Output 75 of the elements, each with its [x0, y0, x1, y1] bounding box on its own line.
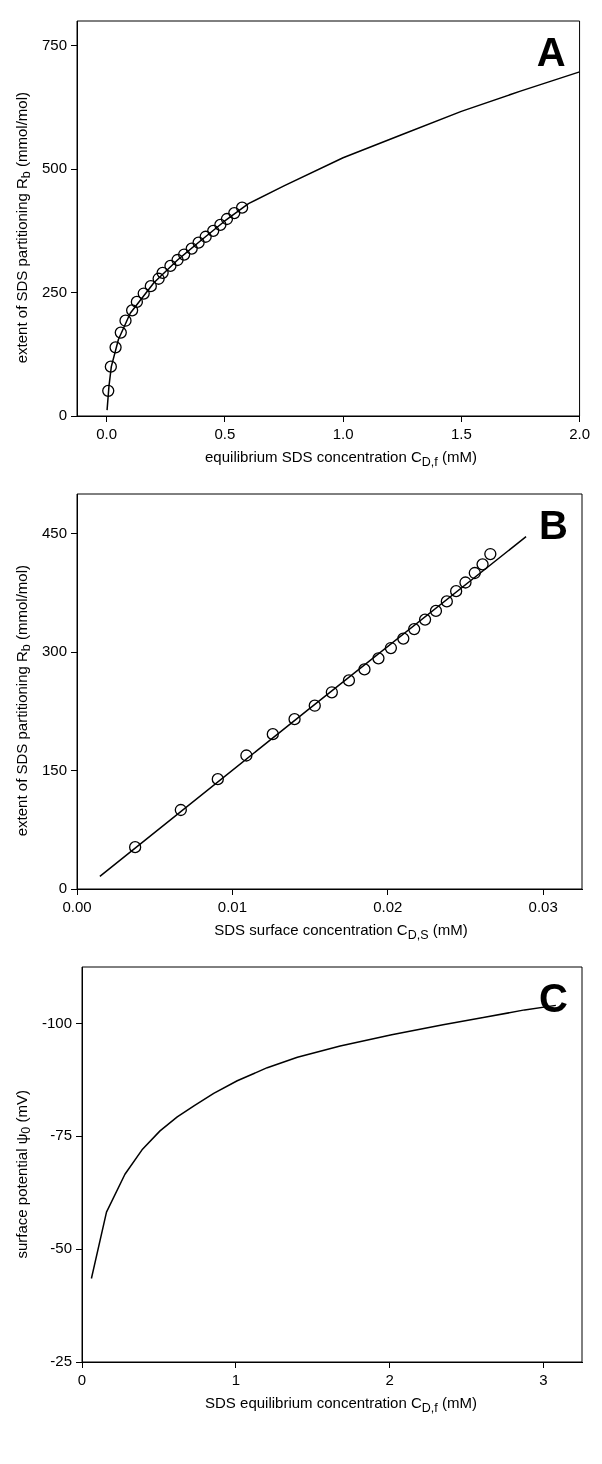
x-tick-label: 0.00 [62, 898, 92, 916]
point [174, 803, 187, 817]
point [114, 326, 127, 339]
point [144, 279, 157, 293]
x-axis-title: SDS equilibrium concentration C$_{D,f}$ (mM) [204, 1394, 478, 1415]
annotation: C [539, 976, 568, 1021]
y-tick-label: 0 [58, 879, 68, 897]
point [228, 206, 241, 220]
x-tick-label: 2 [385, 1371, 394, 1389]
point [119, 314, 132, 327]
point [468, 566, 481, 580]
point [152, 272, 165, 285]
y-tick-label: 500 [42, 159, 68, 177]
point [450, 585, 463, 598]
point [358, 663, 371, 676]
x-tick-label: 0.01 [217, 898, 247, 916]
y-tick-label: 0 [58, 406, 68, 424]
y-tick-label: 450 [42, 523, 68, 541]
y-tick-label: -75 [50, 1126, 73, 1144]
point [220, 212, 234, 226]
x-axis-title: SDS surface concentration C$_{D,S}$ (mM) [213, 921, 469, 942]
point [325, 686, 338, 699]
point [288, 713, 301, 726]
point [372, 652, 385, 665]
point [156, 266, 169, 279]
y-tick-label: -25 [50, 1352, 73, 1370]
point [192, 236, 205, 249]
point [308, 699, 321, 712]
annotation: B [539, 503, 568, 548]
point [397, 632, 410, 645]
y-tick-label: -50 [50, 1239, 73, 1257]
x-tick-label: 0.0 [96, 425, 118, 443]
point [185, 242, 198, 255]
x-tick-label: 1 [231, 1371, 241, 1389]
point [211, 773, 224, 786]
x-tick-label: 1.0 [332, 425, 354, 443]
point [125, 304, 139, 317]
y-tick-label: 250 [42, 282, 68, 300]
point [128, 840, 142, 854]
point [235, 201, 249, 214]
point [164, 259, 177, 273]
annotation: A [536, 30, 566, 75]
point [102, 384, 115, 397]
x-tick-label: 0.5 [214, 425, 236, 443]
point [240, 749, 253, 762]
x-tick-label: 1.5 [450, 425, 472, 443]
point [137, 287, 150, 300]
point [429, 604, 443, 618]
y-tick-label: 750 [42, 35, 68, 53]
x-tick-label: 0 [77, 1371, 87, 1389]
x-tick-label: 2.0 [569, 425, 590, 443]
point [266, 728, 279, 741]
point [199, 230, 212, 243]
point [484, 547, 497, 561]
y-tick-label: 150 [42, 760, 68, 778]
point [342, 674, 356, 687]
point [178, 248, 191, 261]
y-tick-label: 300 [42, 642, 68, 660]
x-axis-title: equilibrium SDS concentration C$_{D,f}$ (mM) [204, 448, 478, 469]
y-tick-label: -100 [41, 1013, 73, 1031]
point [476, 558, 489, 571]
point [104, 360, 117, 373]
point [207, 224, 220, 237]
point [440, 595, 453, 608]
point [214, 218, 227, 232]
point [171, 253, 184, 267]
point [384, 641, 398, 655]
x-tick-label: 3 [539, 1371, 548, 1389]
x-tick-label: 0.03 [528, 898, 558, 916]
point [130, 295, 144, 309]
point [418, 613, 432, 626]
point [459, 576, 472, 589]
x-tick-label: 0.02 [373, 898, 403, 916]
point [408, 622, 421, 636]
point [109, 341, 122, 354]
